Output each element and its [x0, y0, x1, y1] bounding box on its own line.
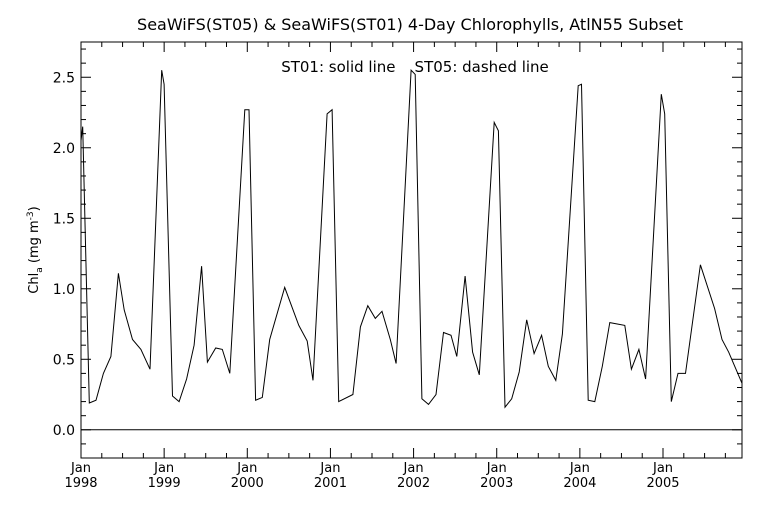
y-tick-label: 0.5	[53, 352, 75, 368]
y-label-unit: (mg m	[27, 220, 42, 267]
y-tick-label: 0.0	[53, 423, 75, 439]
y-label-subscript: a	[35, 267, 45, 273]
x-axis: Jan1998Jan1999Jan2000Jan2001Jan2002Jan20…	[64, 42, 726, 491]
x-tick-month: Jan	[652, 461, 673, 476]
x-tick-month: Jan	[569, 461, 590, 476]
x-tick-year: 2004	[563, 476, 596, 491]
x-tick-month: Jan	[70, 461, 91, 476]
chart-title: SeaWiFS(ST05) & SeaWiFS(ST01) 4-Day Chlo…	[137, 15, 683, 34]
x-tick-month: Jan	[236, 461, 257, 476]
x-tick-year: 2003	[480, 476, 513, 491]
legend-text: ST01: solid line ST05: dashed line	[281, 58, 549, 76]
y-axis: 0.0 0.5 1.0 1.5 2.0 2.5	[53, 48, 742, 459]
y-tick-label: 2.0	[53, 141, 75, 157]
series-line-st01	[80, 69, 743, 409]
x-tick-month: Jan	[319, 461, 340, 476]
x-tick-year: 2000	[231, 476, 264, 491]
y-tick-label: 2.5	[53, 70, 75, 86]
y-label-main: Chl	[27, 273, 42, 294]
y-axis-label: Chla (mg m-3)	[26, 206, 45, 293]
x-tick-month: Jan	[486, 461, 507, 476]
x-tick-year: 2002	[397, 476, 430, 491]
series-group	[80, 69, 743, 409]
x-tick-month: Jan	[403, 461, 424, 476]
x-tick-year: 2005	[646, 476, 679, 491]
x-tick-year: 1998	[64, 476, 97, 491]
x-tick-year: 2001	[314, 476, 347, 491]
y-label-superscript: -3	[26, 211, 36, 220]
plot-frame	[80, 41, 743, 459]
y-tick-label: 1.5	[53, 211, 75, 227]
y-tick-label: 1.0	[53, 282, 75, 298]
y-label-unit-close: )	[27, 206, 42, 211]
x-tick-year: 1999	[148, 476, 181, 491]
x-tick-month: Jan	[153, 461, 174, 476]
